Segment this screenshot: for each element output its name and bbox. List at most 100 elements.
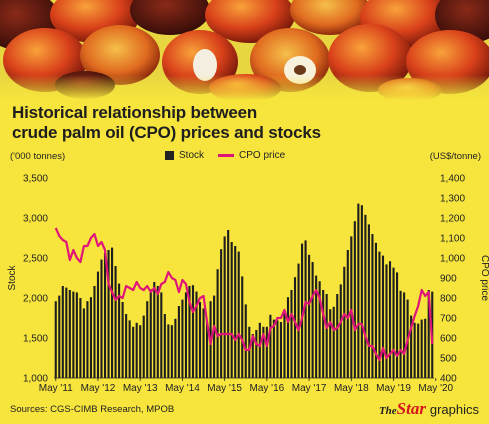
palm-fruit-illustration: [0, 0, 489, 100]
stock-bar: [103, 253, 107, 378]
stock-bar: [230, 242, 233, 378]
stock-bar: [403, 292, 406, 378]
x-tick-label: May '17: [292, 383, 327, 394]
stock-bar: [290, 290, 293, 378]
stock-bar: [68, 290, 71, 378]
stock-bar: [329, 309, 332, 378]
right-tick-label: 800: [440, 294, 457, 305]
x-tick-label: May '13: [123, 383, 158, 394]
stock-bar: [311, 262, 314, 378]
stock-bar: [251, 334, 254, 378]
stock-bar: [79, 298, 82, 378]
stock-bar: [237, 251, 240, 378]
x-tick-label: May '15: [207, 383, 242, 394]
stock-bar: [248, 326, 251, 378]
right-tick-label: 600: [440, 334, 457, 345]
stock-bar: [413, 322, 416, 378]
x-tick-label: May '11: [39, 383, 73, 394]
right-axis-unit: (US$/tonne): [429, 151, 481, 162]
stock-bar: [374, 242, 377, 378]
stock-bar: [202, 308, 205, 378]
stock-bar: [174, 318, 177, 378]
stock-bar: [318, 281, 321, 378]
x-tick-label: May '18: [334, 383, 369, 394]
stock-bar: [181, 299, 184, 378]
stock-bar: [381, 255, 385, 378]
stock-bar: [135, 322, 138, 378]
stock-bar: [177, 306, 180, 378]
right-axis-title: CPO price: [479, 255, 489, 302]
stock-bar: [111, 247, 114, 378]
stock-bar: [65, 287, 68, 378]
left-tick-label: 1,500: [23, 334, 48, 345]
stock-bar: [149, 289, 152, 378]
stock-bar: [276, 320, 279, 378]
stock-bar: [325, 294, 328, 378]
stock-bar: [388, 261, 392, 378]
stock-bar: [392, 267, 395, 378]
stock-bar: [279, 322, 282, 378]
left-axis-unit: ('000 tonnes): [10, 151, 66, 162]
stock-bar: [121, 302, 124, 378]
left-tick-label: 2,500: [23, 254, 48, 265]
palm-fruit-photo: [0, 0, 489, 100]
legend-item-cpo: CPO price: [218, 150, 285, 161]
stock-bar: [188, 286, 191, 378]
brand-graphics: graphics: [429, 402, 479, 417]
right-tick-label: 900: [440, 274, 457, 285]
stock-bar: [107, 250, 110, 378]
stock-bar: [297, 263, 300, 378]
left-tick-label: 1,000: [23, 374, 48, 385]
stock-bar: [301, 243, 304, 378]
stock-bar: [86, 301, 89, 378]
stock-bar: [82, 308, 85, 378]
stock-bar: [353, 221, 356, 378]
stock-bar: [216, 269, 219, 378]
stock-bar: [241, 276, 244, 378]
stock-bar: [195, 291, 198, 378]
stock-bar: [132, 326, 135, 378]
stock-bar: [272, 319, 275, 378]
right-tick-label: 1,300: [440, 194, 465, 205]
stock-bar: [93, 286, 96, 378]
stock-bar: [227, 230, 230, 378]
stock-bar: [220, 249, 223, 378]
stock-bar: [385, 264, 388, 378]
stock-bar: [206, 322, 209, 378]
right-tick-label: 1,200: [440, 214, 465, 225]
stock-bar: [139, 325, 142, 378]
stock-bar: [336, 294, 339, 378]
stock-bar: [146, 301, 149, 378]
stock-bar: [357, 203, 360, 378]
stock-bar: [364, 214, 367, 378]
x-tick-label: May '16: [250, 383, 285, 394]
stock-bar: [293, 277, 297, 378]
cpo-price-line: [54, 227, 434, 362]
stock-bar: [304, 240, 307, 378]
stock-bar: [367, 224, 370, 378]
stock-bar: [262, 326, 265, 378]
right-tick-label: 500: [440, 354, 457, 365]
stock-bar: [72, 291, 75, 378]
right-tick-label: 400: [440, 374, 457, 385]
chart-plot: 1,000 1,500 2,000 2,500 3,000 3,500 400 500 600 7…: [7, 174, 489, 395]
stock-bar: [163, 314, 166, 378]
stock-bar: [378, 251, 381, 378]
stock-bar: [114, 266, 117, 378]
left-axis-title: Stock: [7, 264, 18, 290]
stock-bar: [410, 315, 413, 378]
stock-bar: [269, 314, 272, 378]
legend: Stock CPO price: [165, 150, 299, 161]
stock-bar: [399, 290, 402, 378]
stock-bar: [343, 266, 346, 378]
stock-bar: [258, 322, 261, 378]
stock-bar: [417, 323, 420, 378]
stock-bar: [75, 292, 78, 378]
stock-bar: [350, 236, 353, 378]
stock-bar: [184, 292, 187, 378]
legend-label-cpo: CPO price: [239, 150, 286, 161]
stock-bar: [332, 306, 335, 378]
stock-bar: [420, 319, 423, 378]
stock-bar: [156, 286, 159, 378]
legend-label-stock: Stock: [179, 150, 205, 161]
